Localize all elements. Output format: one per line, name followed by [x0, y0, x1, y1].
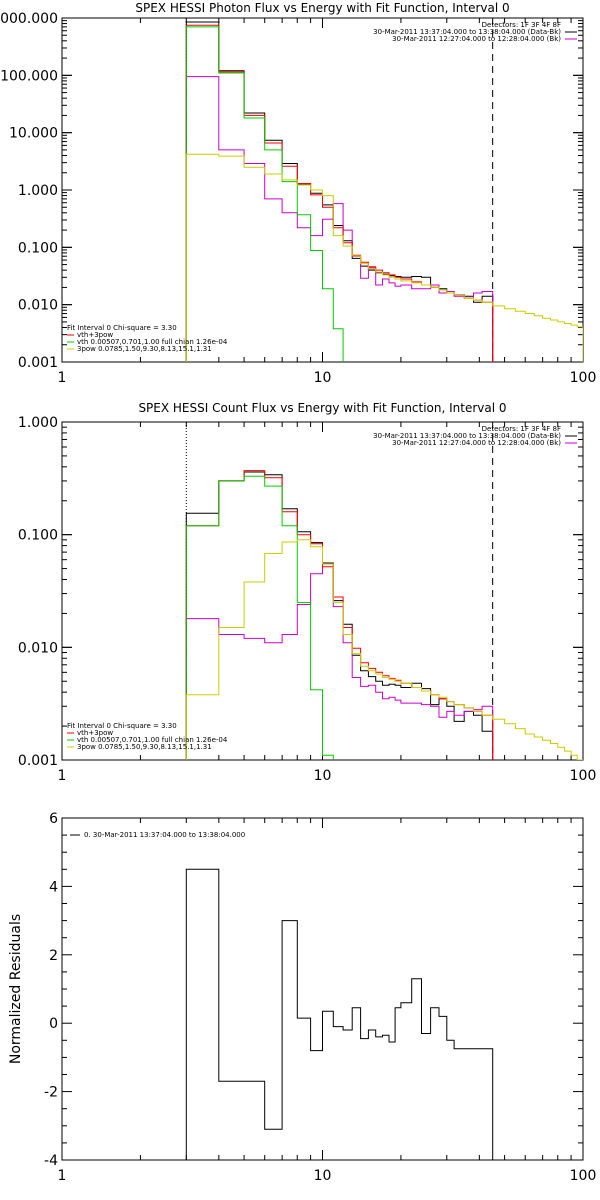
y-tick-label: 0.100 [18, 240, 58, 256]
legend-bottom-entry: Fit Interval 0 Chi-square = 3.30 [67, 722, 177, 730]
x-tick-label: 1 [58, 1168, 67, 1184]
y-tick-label: 100.000 [0, 68, 58, 84]
chart-title: SPEX HESSI Count Flux vs Energy with Fit… [138, 401, 506, 415]
x-tick-label: 100 [570, 1168, 597, 1184]
legend-top-entry: Detectors: 1F 3F 4F 8F [482, 21, 561, 29]
series-line-1 [185, 563, 494, 760]
legend-bottom-entry: vth+3pow [77, 729, 113, 737]
series-line-3 [185, 475, 334, 760]
series-line-4 [185, 153, 583, 362]
y-tick-label: 0 [49, 1016, 58, 1032]
y-tick-label: 6 [49, 811, 58, 827]
legend-top-entry: 30-Mar-2011 12:27:04.000 to 12:28:04.000… [392, 439, 561, 447]
legend-bottom-entry: vth 0.00507,0.701,1.00 full chian 1.26e-… [77, 338, 228, 346]
y-tick-label: 0.010 [18, 640, 58, 656]
legend-bottom-entry: 3pow 0.0785,1.50,9.30,8.13,15.1,1.31 [77, 345, 212, 353]
legend-top-entry: 30-Mar-2011 13:37:04.000 to 13:38:04.000… [373, 432, 561, 440]
x-tick-label: 1 [58, 370, 67, 386]
series-line-0 [185, 868, 494, 1160]
legend-bottom-entry: vth+3pow [77, 331, 113, 339]
y-tick-label: 0.010 [18, 298, 58, 314]
y-tick-label: 0.001 [18, 355, 58, 371]
y-tick-label: 1.000 [18, 415, 58, 431]
legend-bottom-entry: vth 0.00507,0.701,1.00 full chian 1.26e-… [77, 736, 228, 744]
x-tick-label: 10 [314, 370, 332, 386]
series-line-2 [185, 24, 494, 362]
series-line-2 [185, 470, 494, 760]
legend-top-entry: 30-Mar-2011 13:37:04.000 to 13:38:04.000… [373, 28, 561, 36]
series-group [185, 868, 494, 1160]
y-tick-label: -2 [44, 1085, 58, 1101]
y-tick-label: 1.000 [18, 183, 58, 199]
y-tick-label: 2 [49, 948, 58, 964]
series-group [185, 21, 583, 362]
y-tick-label: 0.001 [18, 753, 58, 769]
chart-panel-2: 1 10 100 -4 -2 0 2 4 6 Normalized Residuals 0. 30-… [8, 811, 596, 1184]
y-tick-label: -4 [44, 1153, 58, 1169]
y-tick-label: 4 [49, 879, 58, 895]
legend-bottom-entry: 3pow 0.0785,1.50,9.30,8.13,15.1,1.31 [77, 743, 212, 751]
series-line-4 [185, 539, 583, 760]
legend-top-entry: Detectors: 1F 3F 4F 8F [482, 425, 561, 433]
x-tick-label: 10 [314, 1168, 332, 1184]
legend-bottom-entry: Fit Interval 0 Chi-square = 3.30 [67, 324, 177, 332]
series-line-3 [185, 26, 344, 362]
series-line-1 [185, 76, 494, 362]
x-tick-label: 100 [570, 370, 597, 386]
y-tick-label: 10.000 [9, 126, 58, 142]
plot-frame [61, 817, 584, 1161]
x-tick-label: 100 [570, 768, 597, 784]
series-group [185, 470, 583, 760]
x-tick-label: 10 [314, 768, 332, 784]
chart-title: SPEX HESSI Photon Flux vs Energy with Fi… [135, 1, 509, 15]
chart-panel-0: SPEX HESSI Photon Flux vs Energy with Fi… [0, 1, 596, 386]
y-tick-label: 0.100 [18, 528, 58, 544]
legend-top-entry: 30-Mar-2011 12:27:04.000 to 12:28:04.000… [392, 35, 561, 43]
series-line-0 [185, 21, 494, 362]
legend-top-left-entry: 0. 30-Mar-2011 13:37:04.000 to 13:38:04.… [84, 831, 245, 839]
y-axis-label: Normalized Residuals [8, 914, 24, 1064]
series-line-0 [185, 471, 494, 760]
x-tick-label: 1 [58, 768, 67, 784]
chart-panel-1: SPEX HESSI Count Flux vs Energy with Fit… [18, 401, 597, 784]
